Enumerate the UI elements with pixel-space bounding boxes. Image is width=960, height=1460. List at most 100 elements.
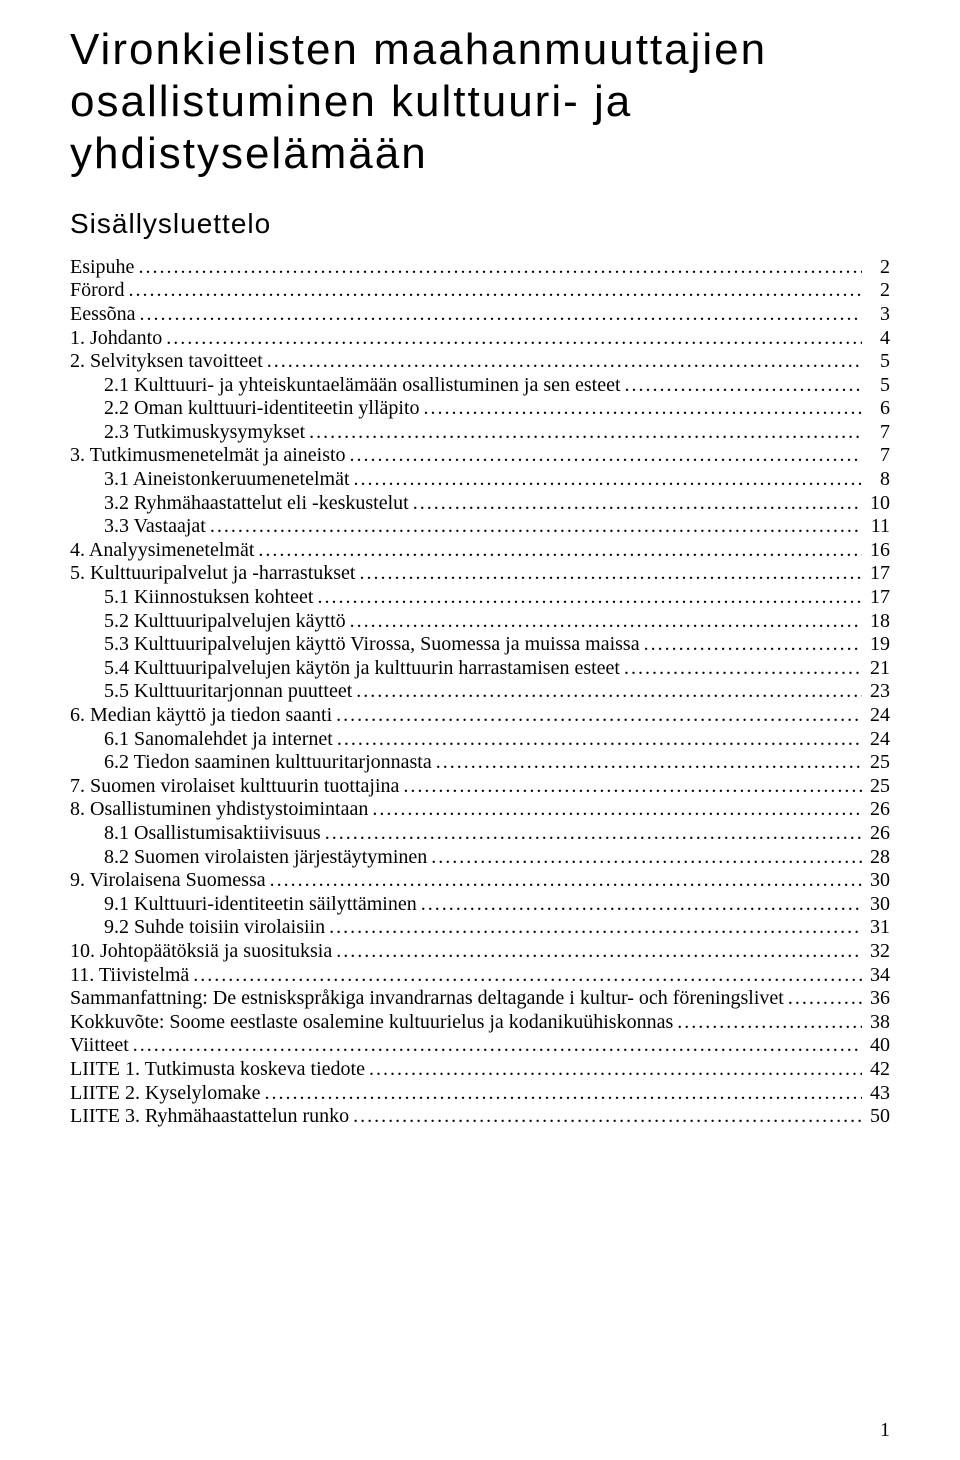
toc-entry-page: 32	[862, 940, 890, 964]
toc-leader-dots	[189, 964, 862, 988]
toc-row: Förord 2	[70, 279, 890, 303]
toc-entry-label: 1. Johdanto	[70, 327, 162, 351]
toc-entry-label: Förord	[70, 279, 124, 303]
toc-row: 3. Tutkimusmenetelmät ja aineisto 7	[70, 444, 890, 468]
toc-entry-page: 3	[862, 303, 890, 327]
toc-row: Sammanfattning: De estniskspråkiga invan…	[70, 987, 890, 1011]
toc-entry-label: 2.2 Oman kulttuuri-identiteetin ylläpito	[104, 397, 420, 421]
document-title: Vironkielisten maahanmuuttajien osallist…	[70, 24, 890, 180]
toc-row: Esipuhe2	[70, 256, 890, 280]
toc-entry-page: 40	[862, 1034, 890, 1058]
toc-leader-dots	[136, 303, 862, 327]
toc-entry-label: 5.5 Kulttuuritarjonnan puutteet	[104, 680, 352, 704]
toc-entry-page: 23	[862, 680, 890, 704]
toc-entry-page: 25	[862, 775, 890, 799]
toc-leader-dots	[333, 728, 862, 752]
title-line-1: Vironkielisten maahanmuuttajien	[70, 25, 767, 74]
toc-leader-dots	[346, 610, 862, 634]
table-of-contents: Esipuhe2Förord 2 Eessõna 3 1. Johdanto 42. Se…	[70, 256, 890, 1129]
toc-row: 9.2 Suhde toisiin virolaisiin31	[70, 916, 890, 940]
toc-leader-dots	[417, 893, 862, 917]
toc-entry-label: 5.2 Kulttuuripalvelujen käyttö	[104, 610, 346, 634]
toc-entry-label: 8.1 Osallistumisaktiivisuus	[104, 822, 321, 846]
toc-leader-dots	[673, 1011, 862, 1035]
toc-row: LIITE 1. Tutkimusta koskeva tiedote42	[70, 1058, 890, 1082]
toc-entry-label: 5.4 Kulttuuripalvelujen käytön ja kulttu…	[104, 657, 620, 681]
toc-entry-page: 4	[862, 327, 890, 351]
toc-row: 9. Virolaisena Suomessa 30	[70, 869, 890, 893]
toc-row: 8.1 Osallistumisaktiivisuus 26	[70, 822, 890, 846]
toc-leader-dots	[124, 279, 862, 303]
toc-row: 4. Analyysimenetelmät 16	[70, 539, 890, 563]
toc-leader-dots	[332, 940, 862, 964]
toc-row: 8.2 Suomen virolaisten järjestäytyminen2…	[70, 846, 890, 870]
toc-row: 3.1 Aineistonkeruumenetelmät8	[70, 468, 890, 492]
toc-entry-label: Sammanfattning: De estniskspråkiga invan…	[70, 987, 784, 1011]
toc-entry-label: LIITE 3. Ryhmähaastattelun runko	[70, 1105, 349, 1129]
toc-entry-label: 7. Suomen virolaiset kulttuurin tuottaji…	[70, 775, 399, 799]
toc-entry-page: 26	[862, 822, 890, 846]
toc-row: 2. Selvityksen tavoitteet5	[70, 350, 890, 374]
toc-row: 5.5 Kulttuuritarjonnan puutteet 23	[70, 680, 890, 704]
toc-leader-dots	[266, 869, 862, 893]
toc-row: 5.4 Kulttuuripalvelujen käytön ja kulttu…	[70, 657, 890, 681]
toc-leader-dots	[332, 704, 862, 728]
toc-entry-page: 24	[862, 704, 890, 728]
toc-row: 8. Osallistuminen yhdistystoimintaan26	[70, 798, 890, 822]
toc-entry-label: Eessõna	[70, 303, 136, 327]
toc-entry-page: 30	[862, 869, 890, 893]
toc-entry-page: 26	[862, 798, 890, 822]
toc-entry-label: 2.1 Kulttuuri- ja yhteiskuntaelämään osa…	[104, 374, 621, 398]
toc-entry-page: 11	[862, 515, 890, 539]
toc-leader-dots	[263, 350, 862, 374]
toc-entry-label: 6.2 Tiedon saaminen kulttuuritarjonnasta	[104, 751, 432, 775]
toc-leader-dots	[349, 1105, 862, 1129]
toc-leader-dots	[432, 751, 862, 775]
toc-entry-page: 5	[862, 350, 890, 374]
toc-leader-dots	[129, 1034, 862, 1058]
toc-row: 5. Kulttuuripalvelut ja -harrastukset 17	[70, 562, 890, 586]
toc-row: Kokkuvõte: Soome eestlaste osalemine kul…	[70, 1011, 890, 1035]
document-page: Vironkielisten maahanmuuttajien osallist…	[0, 0, 960, 1460]
toc-row: 2.2 Oman kulttuuri-identiteetin ylläpito…	[70, 397, 890, 421]
toc-entry-page: 7	[862, 421, 890, 445]
toc-entry-page: 16	[862, 539, 890, 563]
toc-entry-page: 8	[862, 468, 890, 492]
toc-entry-page: 17	[862, 562, 890, 586]
toc-entry-page: 18	[862, 610, 890, 634]
toc-row: 1. Johdanto 4	[70, 327, 890, 351]
toc-leader-dots	[368, 798, 862, 822]
toc-entry-page: 50	[862, 1105, 890, 1129]
toc-row: 10. Johtopäätöksiä ja suosituksia 32	[70, 940, 890, 964]
toc-row: 2.3 Tutkimuskysymykset7	[70, 421, 890, 445]
toc-entry-label: Kokkuvõte: Soome eestlaste osalemine kul…	[70, 1011, 673, 1035]
toc-row: 6.1 Sanomalehdet ja internet 24	[70, 728, 890, 752]
toc-entry-label: 3. Tutkimusmenetelmät ja aineisto	[70, 444, 346, 468]
toc-leader-dots	[162, 327, 862, 351]
toc-row: Eessõna 3	[70, 303, 890, 327]
toc-entry-label: 9. Virolaisena Suomessa	[70, 869, 266, 893]
toc-entry-page: 7	[862, 444, 890, 468]
toc-leader-dots	[409, 492, 862, 516]
toc-row: Viitteet40	[70, 1034, 890, 1058]
toc-leader-dots	[420, 397, 863, 421]
toc-entry-label: 11. Tiivistelmä	[70, 964, 189, 988]
toc-leader-dots	[621, 374, 862, 398]
toc-entry-label: 6.1 Sanomalehdet ja internet	[104, 728, 333, 752]
toc-entry-page: 24	[862, 728, 890, 752]
toc-leader-dots	[321, 822, 862, 846]
toc-entry-label: LIITE 2. Kyselylomake	[70, 1082, 261, 1106]
toc-entry-page: 2	[862, 279, 890, 303]
toc-entry-label: 6. Median käyttö ja tiedon saanti	[70, 704, 332, 728]
toc-entry-label: 10. Johtopäätöksiä ja suosituksia	[70, 940, 332, 964]
toc-entry-label: 5.3 Kulttuuripalvelujen käyttö Virossa, …	[104, 633, 640, 657]
toc-entry-page: 6	[862, 397, 890, 421]
toc-entry-label: LIITE 1. Tutkimusta koskeva tiedote	[70, 1058, 365, 1082]
toc-entry-page: 30	[862, 893, 890, 917]
toc-leader-dots	[784, 987, 862, 1011]
toc-entry-label: 4. Analyysimenetelmät	[70, 539, 254, 563]
toc-leader-dots	[620, 657, 862, 681]
toc-row: 5.3 Kulttuuripalvelujen käyttö Virossa, …	[70, 633, 890, 657]
toc-entry-label: 5. Kulttuuripalvelut ja -harrastukset	[70, 562, 355, 586]
toc-entry-label: 5.1 Kiinnostuksen kohteet	[104, 586, 313, 610]
